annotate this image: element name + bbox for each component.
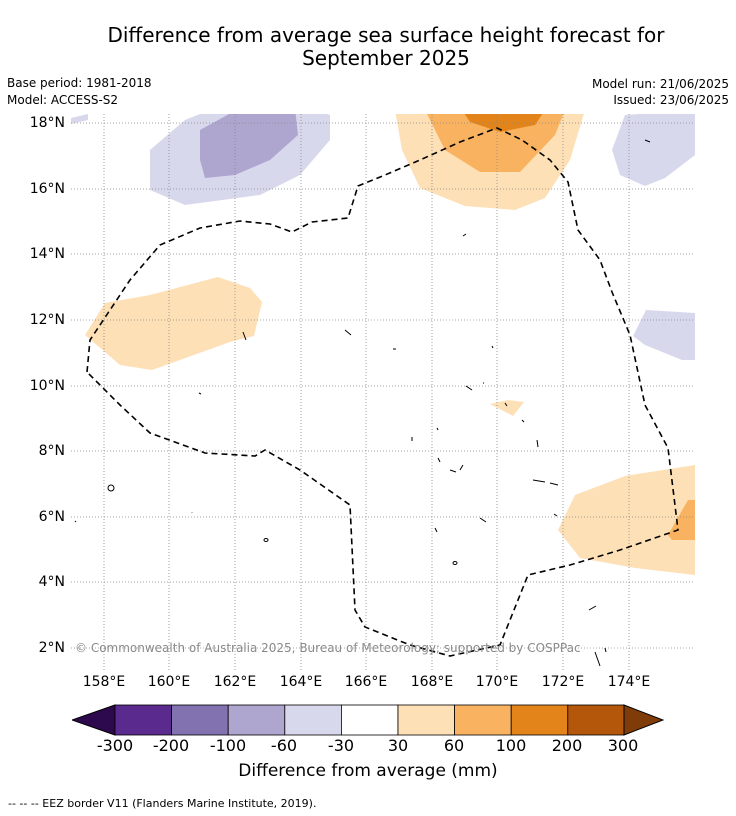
lat-label-6n: 6°N <box>38 509 65 525</box>
lon-label-168e: 168°E <box>410 674 454 690</box>
model-run-text: Model run: 21/06/2025 <box>591 77 729 91</box>
positive-anomaly-region-southeast <box>558 465 695 575</box>
lon-label-170e: 170°E <box>475 674 519 690</box>
negative-anomaly-region-east <box>633 310 695 360</box>
lon-label-172e: 172°E <box>541 674 585 690</box>
colorbar-tick-neg100: -100 <box>209 736 247 755</box>
colorbar-tick-neg60: -60 <box>270 736 298 755</box>
positive-anomaly-patch-central <box>490 400 524 416</box>
positive-anomaly-region-west <box>85 277 262 370</box>
lat-label-4n: 4°N <box>38 574 65 590</box>
lat-label-10n: 10°N <box>29 378 65 394</box>
lon-label-162e: 162°E <box>213 674 257 690</box>
colorbar-bin-9 <box>567 704 625 736</box>
lon-label-174e: 174°E <box>607 674 651 690</box>
map-title-line1: Difference from average sea surface heig… <box>107 23 665 47</box>
lon-label-158e: 158°E <box>82 674 126 690</box>
lat-label-12n: 12°N <box>29 312 65 328</box>
colorbar-tick-neg300: -300 <box>96 736 134 755</box>
issued-text: Issued: 23/06/2025 <box>613 93 729 107</box>
colorbar-tick-60: 60 <box>443 736 465 755</box>
lat-label-8n: 8°N <box>38 443 65 459</box>
lon-label-160e: 160°E <box>147 674 191 690</box>
lon-label-164e: 164°E <box>279 674 323 690</box>
colorbar-bin-7 <box>454 704 512 736</box>
lat-label-14n: 14°N <box>29 246 65 262</box>
model-text: Model: ACCESS-S2 <box>7 93 119 107</box>
lat-label-18n: 18°N <box>29 115 65 131</box>
map-title-line2: September 2025 <box>302 46 470 70</box>
map-plot-area <box>71 114 695 671</box>
colorbar-label: Difference from average (mm) <box>238 761 498 781</box>
lat-label-16n: 16°N <box>29 181 65 197</box>
positive-anomaly-region-southeast-mid <box>668 500 695 540</box>
negative-anomaly-patch-nw <box>71 114 88 124</box>
colorbar-tick-200: 200 <box>551 736 583 755</box>
positive-anomaly-region-north-mid <box>427 114 564 172</box>
negative-anomaly-region-northeast <box>612 114 695 186</box>
graticule <box>71 114 695 671</box>
colorbar-bin-4 <box>284 704 342 736</box>
colorbar-bin-5 <box>340 704 399 736</box>
colorbar-tick-neg200: -200 <box>152 736 190 755</box>
islands <box>74 139 651 667</box>
lon-label-166e: 166°E <box>344 674 388 690</box>
lat-label-2n: 2°N <box>38 640 65 656</box>
colorbar-bin-8 <box>510 704 569 736</box>
negative-anomaly-region-north-inner <box>200 114 298 178</box>
copyright-notice: © Commonwealth of Australia 2025, Bureau… <box>75 641 581 655</box>
eez-border <box>86 127 679 657</box>
colorbar-tick-30: 30 <box>387 736 409 755</box>
colorbar-graphic <box>70 704 665 736</box>
colorbar-bin-2 <box>171 704 229 736</box>
map-canvas <box>71 114 695 671</box>
colorbar <box>70 704 665 736</box>
colorbar-bin-1 <box>114 704 172 736</box>
colorbar-extend-high <box>623 704 665 736</box>
colorbar-tick-100: 100 <box>495 736 527 755</box>
base-period-text: Base period: 1981-2018 <box>7 76 152 90</box>
colorbar-tick-neg30: -30 <box>327 736 355 755</box>
eez-legend-note: -- -- -- EEZ border V11 (Flanders Marine… <box>8 797 317 810</box>
colorbar-bin-6 <box>397 704 455 736</box>
colorbar-tick-300: 300 <box>607 736 639 755</box>
colorbar-extend-low <box>70 704 116 736</box>
colorbar-bin-3 <box>227 704 286 736</box>
